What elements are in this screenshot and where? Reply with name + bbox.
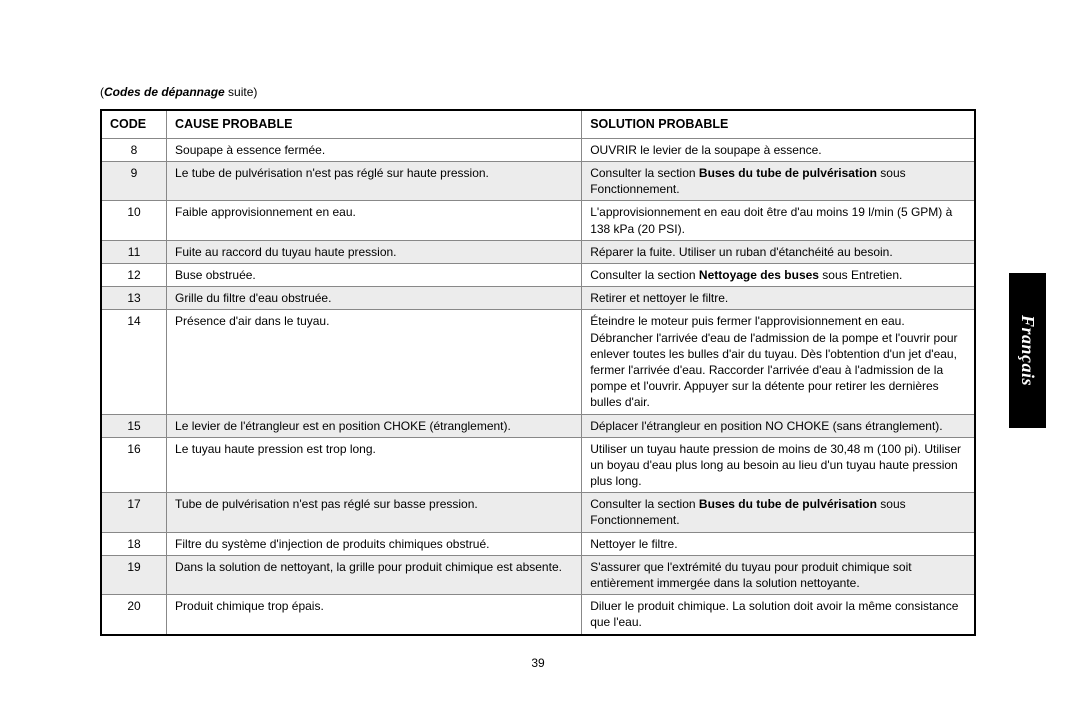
cell-cause: Produit chimique trop épais. [167, 595, 582, 635]
col-header-code: CODE [101, 110, 167, 138]
cell-code: 16 [101, 437, 167, 493]
cell-cause: Le tube de pulvérisation n'est pas réglé… [167, 162, 582, 201]
cell-cause: Le levier de l'étrangleur est en positio… [167, 414, 582, 437]
cell-code: 19 [101, 555, 167, 594]
table-row: 8Soupape à essence fermée.OUVRIR le levi… [101, 138, 975, 161]
cell-cause: Grille du filtre d'eau obstruée. [167, 287, 582, 310]
cell-solution: Retirer et nettoyer le filtre. [582, 287, 975, 310]
cell-code: 13 [101, 287, 167, 310]
cell-cause: Dans la solution de nettoyant, la grille… [167, 555, 582, 594]
cell-cause: Buse obstruée. [167, 264, 582, 287]
table-continuation-label: (Codes de dépannage suite) [100, 85, 976, 99]
cell-code: 10 [101, 201, 167, 240]
cell-solution: Réparer la fuite. Utiliser un ruban d'ét… [582, 240, 975, 263]
page-number: 39 [100, 656, 976, 670]
table-row: 20Produit chimique trop épais.Diluer le … [101, 595, 975, 635]
table-row: 10Faible approvisionnement en eau.L'appr… [101, 201, 975, 240]
troubleshooting-table: CODE CAUSE PROBABLE SOLUTION PROBABLE 8S… [100, 109, 976, 636]
cell-solution: Consulter la section Buses du tube de pu… [582, 162, 975, 201]
table-row: 14Présence d'air dans le tuyau.Éteindre … [101, 310, 975, 414]
table-row: 11Fuite au raccord du tuyau haute pressi… [101, 240, 975, 263]
cell-cause: Présence d'air dans le tuyau. [167, 310, 582, 414]
cell-code: 9 [101, 162, 167, 201]
cell-solution: Consulter la section Buses du tube de pu… [582, 493, 975, 532]
subtitle-bold: Codes de dépannage [104, 85, 225, 99]
cell-solution: Éteindre le moteur puis fermer l'approvi… [582, 310, 975, 414]
subtitle-rest: suite) [225, 85, 258, 99]
cell-code: 17 [101, 493, 167, 532]
cell-cause: Filtre du système d'injection de produit… [167, 532, 582, 555]
table-row: 15Le levier de l'étrangleur est en posit… [101, 414, 975, 437]
table-row: 19Dans la solution de nettoyant, la gril… [101, 555, 975, 594]
table-row: 13Grille du filtre d'eau obstruée.Retire… [101, 287, 975, 310]
table-header-row: CODE CAUSE PROBABLE SOLUTION PROBABLE [101, 110, 975, 138]
cell-cause: Le tuyau haute pression est trop long. [167, 437, 582, 493]
table-row: 16Le tuyau haute pression est trop long.… [101, 437, 975, 493]
cell-code: 20 [101, 595, 167, 635]
cell-cause: Tube de pulvérisation n'est pas réglé su… [167, 493, 582, 532]
cell-solution: Consulter la section Nettoyage des buses… [582, 264, 975, 287]
cell-code: 8 [101, 138, 167, 161]
cell-cause: Faible approvisionnement en eau. [167, 201, 582, 240]
cell-code: 18 [101, 532, 167, 555]
cell-solution: OUVRIR le levier de la soupape à essence… [582, 138, 975, 161]
col-header-cause: CAUSE PROBABLE [167, 110, 582, 138]
table-row: 12Buse obstruée.Consulter la section Net… [101, 264, 975, 287]
cell-cause: Soupape à essence fermée. [167, 138, 582, 161]
col-header-solution: SOLUTION PROBABLE [582, 110, 975, 138]
cell-solution: Nettoyer le filtre. [582, 532, 975, 555]
cell-solution: Déplacer l'étrangleur en position NO CHO… [582, 414, 975, 437]
cell-solution: Diluer le produit chimique. La solution … [582, 595, 975, 635]
table-row: 9Le tube de pulvérisation n'est pas régl… [101, 162, 975, 201]
cell-solution: S'assurer que l'extrémité du tuyau pour … [582, 555, 975, 594]
table-row: 18Filtre du système d'injection de produ… [101, 532, 975, 555]
cell-code: 11 [101, 240, 167, 263]
cell-code: 15 [101, 414, 167, 437]
cell-solution: Utiliser un tuyau haute pression de moin… [582, 437, 975, 493]
language-tab: Français [1009, 273, 1046, 428]
cell-cause: Fuite au raccord du tuyau haute pression… [167, 240, 582, 263]
cell-code: 12 [101, 264, 167, 287]
cell-solution: L'approvisionnement en eau doit être d'a… [582, 201, 975, 240]
cell-code: 14 [101, 310, 167, 414]
table-row: 17Tube de pulvérisation n'est pas réglé … [101, 493, 975, 532]
language-tab-label: Français [1017, 315, 1038, 386]
